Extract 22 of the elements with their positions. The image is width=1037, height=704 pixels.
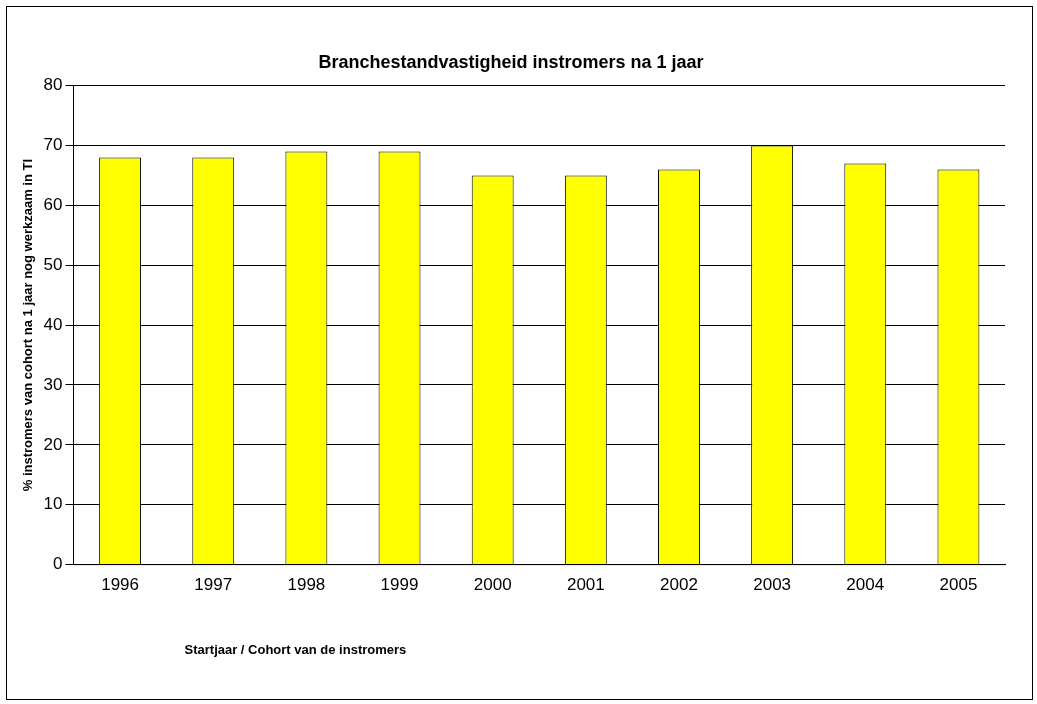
x-tick-label: 1996 (101, 575, 139, 595)
y-tick-label: 0 (53, 554, 63, 574)
x-tick-label: 2005 (939, 575, 978, 595)
y-tick-label: 60 (43, 195, 63, 215)
x-tick-label: 1999 (380, 575, 419, 595)
x-tick-label: 1998 (287, 575, 326, 595)
y-tick-label: 40 (43, 314, 63, 334)
x-tick-label: 1997 (194, 575, 233, 595)
x-tick-label: 2001 (566, 575, 605, 595)
y-tick-label: 30 (43, 374, 63, 394)
y-axis-title: % instromers van cohort na 1 jaar nog werkzaam in TI (20, 158, 36, 492)
y-tick-label: 50 (43, 254, 63, 274)
x-tick-label: 2003 (753, 575, 792, 595)
chart-title: Branchestandvastigheid instromers na 1 jaar (318, 51, 704, 72)
x-tick-label: 2002 (660, 575, 698, 595)
y-tick-label: 20 (43, 434, 63, 454)
y-tick-label: 80 (43, 75, 63, 95)
x-tick-label: 2004 (846, 575, 885, 595)
y-tick-label: 10 (43, 494, 63, 514)
y-tick-label: 70 (43, 135, 63, 155)
x-tick-label: 2000 (473, 575, 512, 595)
x-axis-title: Startjaar / Cohort van de instromers (184, 642, 407, 658)
